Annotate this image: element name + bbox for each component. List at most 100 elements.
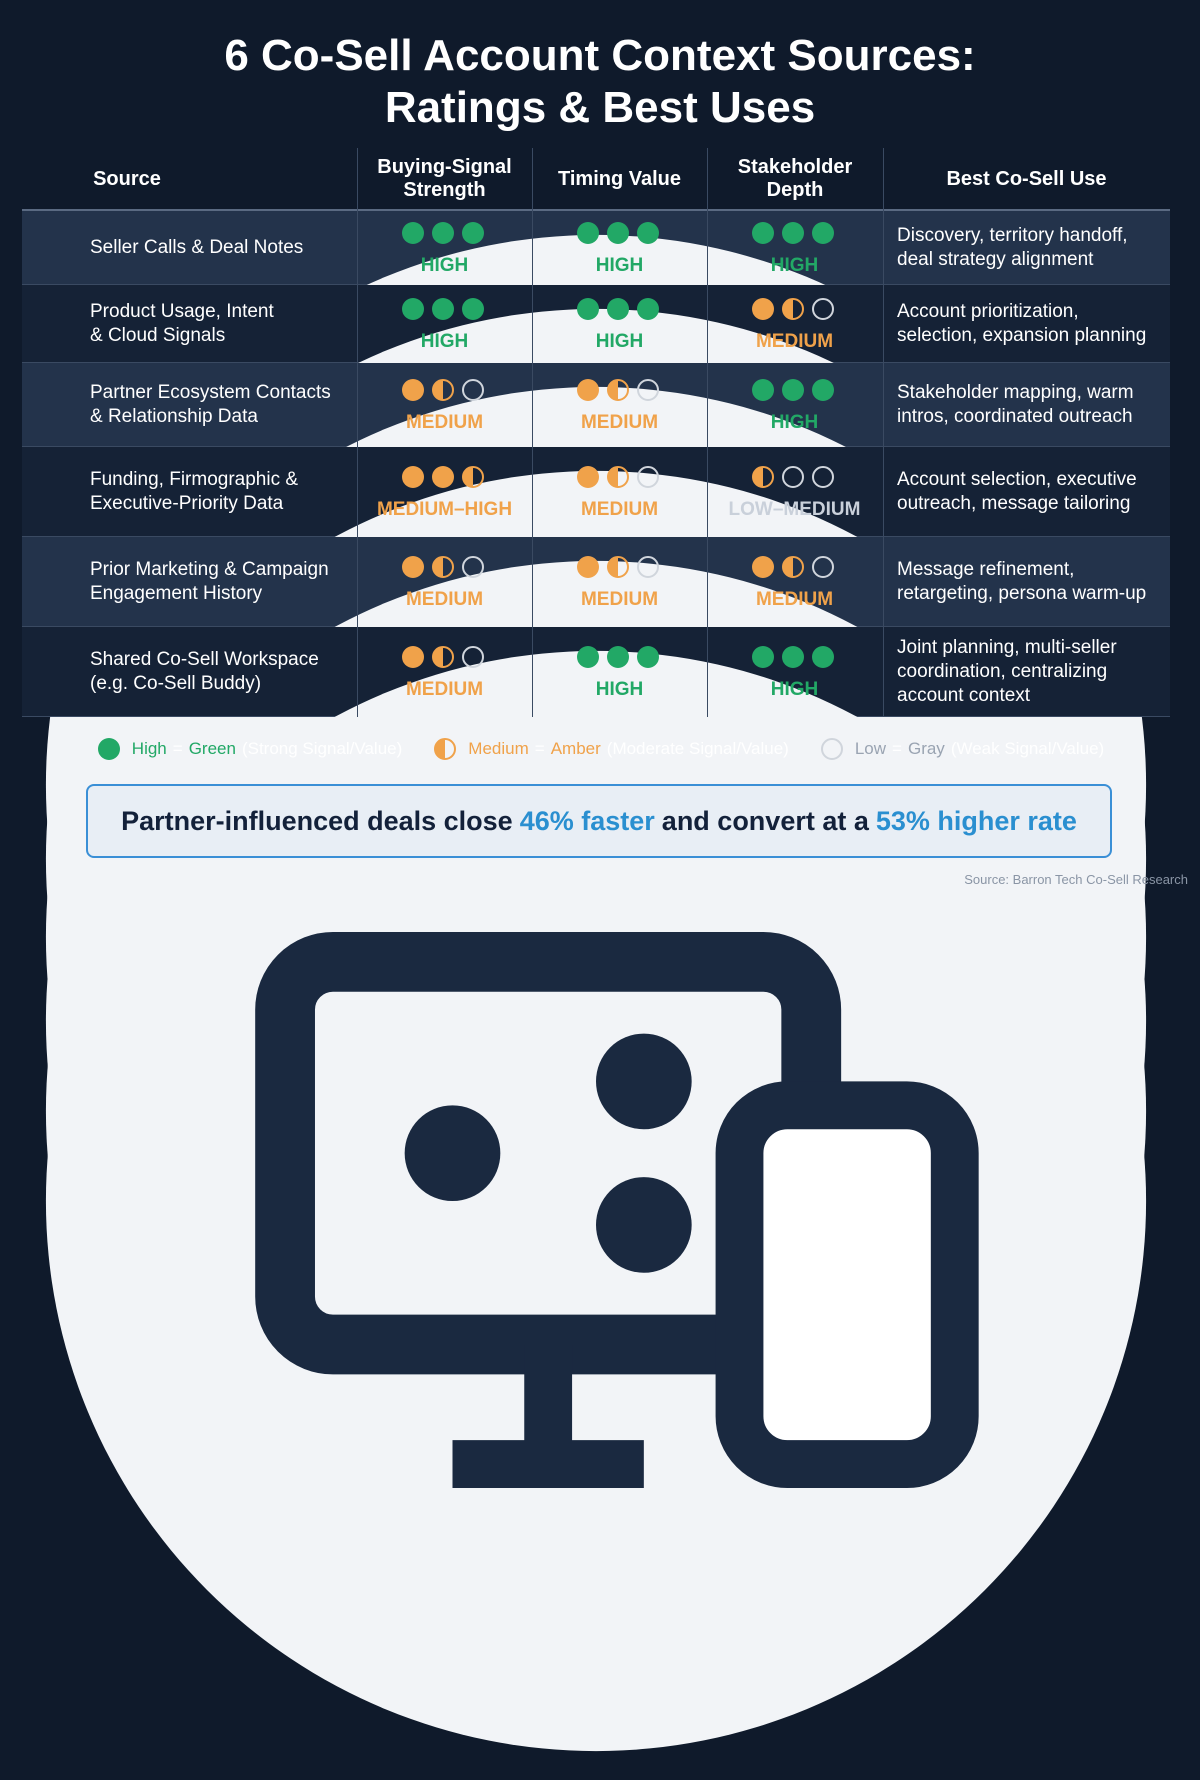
rating-cell: MEDIUM [707,554,882,611]
dot-full [606,298,629,320]
legend-item: Low = Gray (Weak Signal/Value) [819,736,1104,762]
dot-full [401,222,424,244]
use-text: deal strategy alignment [897,249,1094,270]
dot-empty [636,466,659,488]
column-header: Stakeholder Depth [737,156,853,201]
dot-group [751,298,834,320]
title-line: 6 Co-Sell Account Context Sources: [224,31,976,80]
dot-full [811,646,834,668]
table-row: Partner Ecosystem Contacts & Relationship… [22,363,1170,1488]
rating-cell: HIGH [357,220,532,277]
source-cell: Funding, Firmographic & Executive-Priorit… [90,468,298,516]
rating-cell: HIGH [532,644,707,701]
table-row: Seller Calls & Deal Notes HIGH HIGH HIGH Dis… [22,211,1170,1336]
use-text: Joint planning, multi-seller [897,637,1117,658]
dot-full [576,298,599,320]
dot-full [576,466,599,488]
rating-label: MEDIUM [580,589,659,610]
legend-note: (Moderate Signal/Value) [606,739,789,758]
dot-group [751,379,834,401]
dot-full [606,646,629,668]
rating-cell: LOW–MEDIUM [707,464,882,521]
rating-label: LOW–MEDIUM [728,499,861,520]
rating-cell: MEDIUM [357,554,532,611]
column-divider [357,148,358,717]
dot-group [576,379,659,401]
rating-label: HIGH [420,331,469,352]
use-text: Account selection, executive [897,469,1137,490]
source: Source: Barron Tech Co-Sell Research [964,872,1188,887]
dot-half-fill [432,647,443,667]
column-divider [532,148,533,717]
dot-half-fill [607,557,618,577]
dot-full [576,646,599,668]
dot-empty [811,298,834,320]
dot-full [751,556,774,578]
use-text: intros, coordinated outreach [897,406,1133,427]
use-cell: Discovery, territory handoff, deal strate… [897,224,1128,272]
dot-full [431,298,454,320]
dot-full [401,556,424,578]
source-text: & Cloud Signals [90,325,226,346]
dot-full [401,298,424,320]
column-header: Buying-Signal Strength [377,156,512,201]
dot-full [576,556,599,578]
source-text: Prior Marketing & Campaign [90,559,329,580]
rating-cell: HIGH [532,296,707,353]
source-text: Product Usage, Intent [90,301,274,322]
legend-color-name: Green [188,739,236,758]
dot-empty [461,379,484,401]
dot-group [401,222,484,244]
dot-full [781,646,804,668]
dot-half-fill [432,557,443,577]
column-header: Timing Value [558,167,681,190]
rating-label: HIGH [770,412,819,433]
dot-full [461,298,484,320]
dot-full [97,738,120,760]
use-text: outreach, message tailoring [897,493,1131,514]
dot-full [636,646,659,668]
legend-note: (Weak Signal/Value) [950,739,1105,758]
rating-cell: MEDIUM [707,296,882,353]
rating-label: MEDIUM [580,412,659,433]
rating-cell: MEDIUM [532,464,707,521]
rating-cell: HIGH [532,220,707,277]
dot-full [401,646,424,668]
legend: High = Green (Strong Signal/Value) Medium = Am… [0,736,1200,762]
dot-full [811,222,834,244]
rating-label: MEDIUM–HIGH [376,499,513,520]
dot-empty [820,738,843,760]
use-cell: Message refinement, retargeting, persona … [897,558,1146,606]
use-cell: Account selection, executive outreach, me… [897,468,1137,516]
dot-full [401,379,424,401]
dot-group [576,466,659,488]
use-text: retargeting, persona warm-up [897,583,1147,604]
legend-sep: = [172,739,183,758]
dot-empty [461,646,484,668]
dot-half-fill [752,467,763,487]
legend-label: Low [854,739,887,758]
use-cell: Joint planning, multi-seller coordination… [897,636,1117,708]
dot-full [781,222,804,244]
dot-group [576,298,659,320]
header-rule [22,209,1170,211]
rating-label: HIGH [595,679,644,700]
dot-full [576,379,599,401]
use-text: account context [897,685,1031,706]
title-line: Ratings & Best Uses [384,83,816,132]
dot-group [401,379,484,401]
rating-label: MEDIUM [405,589,484,610]
dot-full [636,298,659,320]
legend-label: High [131,739,167,758]
use-cell: Account prioritization, selection, expans… [897,300,1146,348]
rating-cell: HIGH [357,296,532,353]
dot-group [576,646,659,668]
dot-full [431,466,454,488]
dot-group [820,738,843,760]
rating-label: HIGH [595,331,644,352]
rating-cell: MEDIUM–HIGH [357,464,532,521]
column-divider [883,148,884,717]
title: 6 Co-Sell Account Context Sources: Ratin… [0,30,1200,134]
dot-full [636,222,659,244]
source-cell: Seller Calls & Deal Notes [90,236,303,260]
